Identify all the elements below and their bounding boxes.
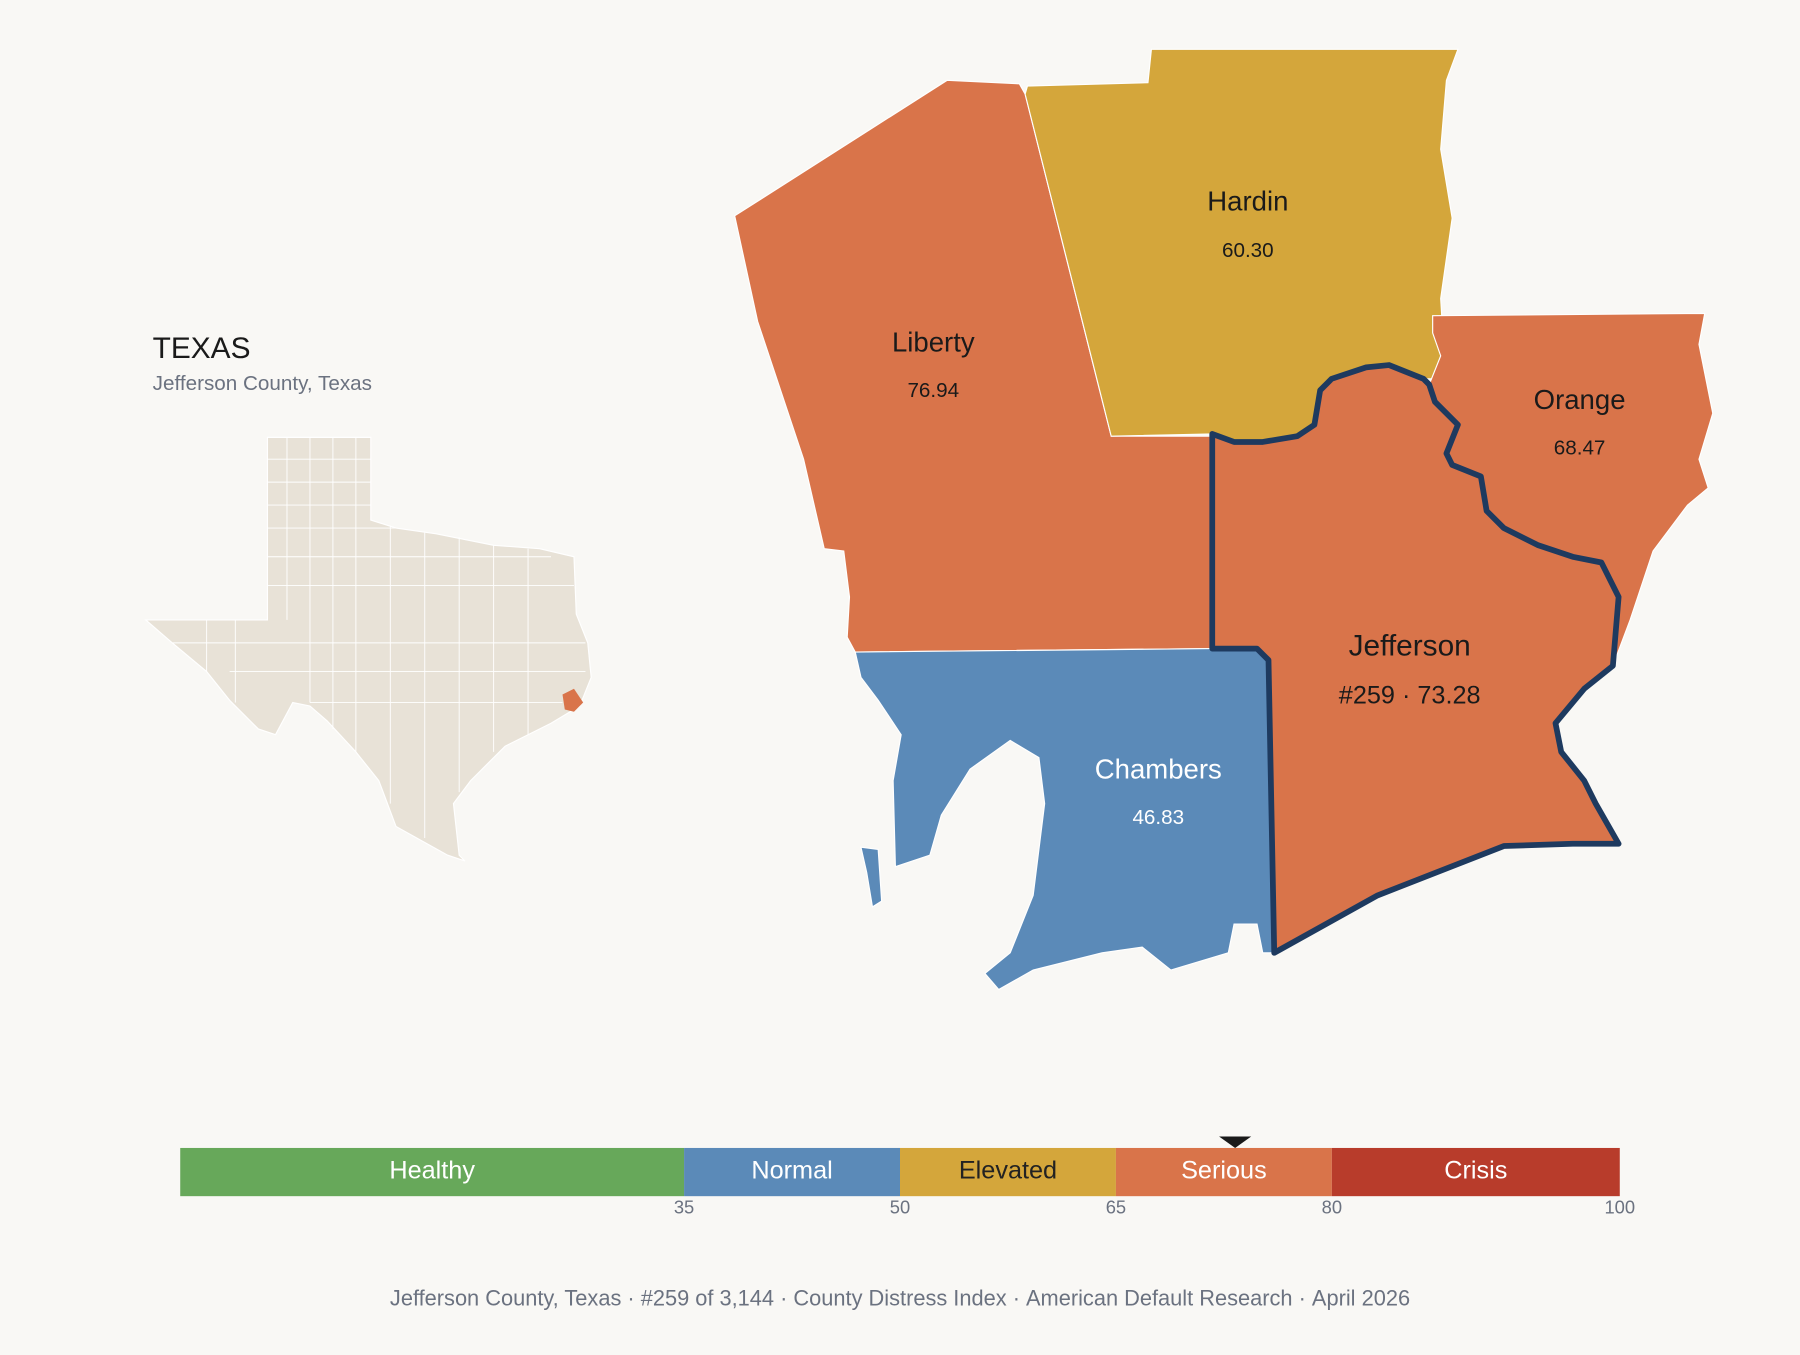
texas-county-grid xyxy=(172,437,586,839)
scale-band xyxy=(684,1147,900,1197)
inset-title: TEXAS xyxy=(153,332,251,365)
footer: Jefferson County, Texas · #259 of 3,144 … xyxy=(390,1285,1410,1310)
county-map xyxy=(734,48,1714,991)
county-name: Hardin xyxy=(1207,185,1288,216)
inset-subtitle: Jefferson County, Texas xyxy=(153,372,372,395)
scale-band xyxy=(900,1147,1116,1197)
texas-jefferson-spot xyxy=(562,688,584,712)
scale-tick-label: 50 xyxy=(890,1197,910,1218)
county-score: #259 · 73.28 xyxy=(1339,681,1481,709)
scale-band xyxy=(180,1147,685,1197)
county-score: 68.47 xyxy=(1554,436,1606,459)
footer-separator: · xyxy=(774,1285,793,1310)
scale-band xyxy=(1115,1147,1332,1197)
county-jefferson xyxy=(1209,362,1622,956)
footer-item: Jefferson County, Texas xyxy=(390,1285,622,1310)
scale-tick-label: 35 xyxy=(674,1197,694,1218)
county-name: Jefferson xyxy=(1349,629,1471,662)
scale-tick-label: 100 xyxy=(1604,1197,1635,1218)
county-name: Liberty xyxy=(892,327,975,358)
scale-band-label: Crisis xyxy=(1444,1157,1507,1185)
distress-scale: Healthy Normal Elevated Serious Crisis 35 50 65… xyxy=(180,1136,1635,1218)
footer-separator: · xyxy=(1293,1285,1312,1310)
county-name: Orange xyxy=(1534,384,1626,415)
scale-tick-label: 65 xyxy=(1106,1197,1126,1218)
scale-band-label: Healthy xyxy=(389,1157,475,1185)
scale-band-label: Normal xyxy=(751,1157,832,1185)
footer-item: American Default Research xyxy=(1026,1285,1293,1310)
county-chambers xyxy=(854,648,1275,991)
footer-separator: · xyxy=(1007,1285,1026,1310)
texas-outline xyxy=(144,436,592,862)
scale-marker xyxy=(1219,1136,1252,1148)
county-score: 76.94 xyxy=(907,379,959,402)
county-score: 46.83 xyxy=(1132,806,1184,829)
footer-separator: · xyxy=(621,1285,640,1310)
footer-item: April 2026 xyxy=(1312,1285,1410,1310)
county-name: Chambers xyxy=(1095,754,1222,785)
scale-band-label: Serious xyxy=(1181,1157,1267,1185)
footer-item: County Distress Index xyxy=(793,1285,1006,1310)
scale-band-label: Elevated xyxy=(959,1157,1057,1185)
scale-band xyxy=(1331,1147,1620,1197)
footer-item: #259 of 3,144 xyxy=(641,1285,774,1310)
scale-tick-label: 80 xyxy=(1322,1197,1342,1218)
county-score: 60.30 xyxy=(1222,239,1274,262)
